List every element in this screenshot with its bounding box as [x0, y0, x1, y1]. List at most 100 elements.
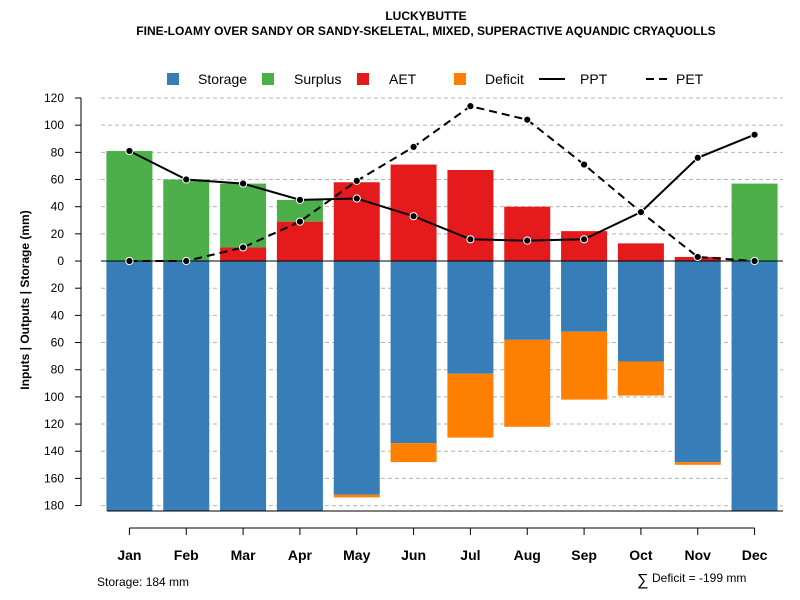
bar-deficit-jul — [447, 373, 494, 438]
y-tick-label: 160 — [44, 471, 64, 485]
ppt-point-dec — [750, 130, 759, 139]
pet-point-feb — [182, 256, 191, 266]
bar-deficit-may — [333, 494, 380, 498]
bar-aet-aug — [504, 206, 551, 262]
bar-storage-jun — [390, 261, 437, 444]
y-tick-label: 60 — [51, 336, 65, 350]
deficit-annotation: Deficit = -199 mm — [652, 571, 746, 585]
pet-point-jun — [409, 142, 418, 152]
ppt-point-mar — [238, 179, 248, 188]
x-tick-label-may: May — [343, 547, 370, 563]
x-tick-label-jun: Jun — [401, 547, 426, 563]
bar-storage-oct — [617, 261, 664, 362]
bar-surplus-mar — [220, 183, 267, 248]
y-tick-label: 40 — [51, 308, 65, 322]
legend-ppt-label: PPT — [580, 71, 608, 87]
ppt-point-aug — [523, 236, 532, 245]
legend-aet-label: AET — [389, 71, 417, 87]
pet-point-jan — [125, 256, 134, 266]
bar-surplus-dec — [731, 183, 778, 262]
x-tick-label-apr: Apr — [288, 547, 313, 563]
x-tick-label-oct: Oct — [629, 547, 653, 563]
ppt-point-sep — [579, 235, 589, 244]
bar-storage-feb — [163, 261, 210, 511]
bar-storage-aug — [504, 261, 551, 340]
bar-storage-dec — [731, 261, 778, 511]
bar-storage-mar — [220, 261, 267, 511]
bar-storage-sep — [561, 261, 608, 332]
y-tick-label: 140 — [44, 444, 64, 458]
legend: Storage Surplus AET Deficit PPT PET — [167, 71, 704, 87]
bar-deficit-jun — [390, 443, 437, 463]
pet-point-dec — [750, 256, 759, 266]
y-tick-label: 180 — [44, 499, 64, 513]
ppt-point-oct — [636, 208, 646, 217]
bar-surplus-apr — [276, 199, 323, 222]
y-tick-label: 100 — [44, 390, 64, 404]
y-tick-label: 20 — [51, 281, 65, 295]
x-tick-label-mar: Mar — [231, 547, 256, 563]
bar-deficit-oct — [617, 361, 664, 396]
legend-aet-swatch — [357, 73, 369, 85]
pet-point-nov — [693, 252, 702, 262]
bar-storage-jan — [106, 261, 153, 511]
x-tick-label-jul: Jul — [460, 547, 480, 563]
legend-surplus-label: Surplus — [294, 71, 341, 87]
bar-aet-jul — [447, 170, 494, 262]
bar-storage-apr — [276, 261, 323, 511]
legend-storage-swatch — [167, 73, 179, 85]
legend-deficit-label: Deficit — [485, 71, 524, 87]
ppt-point-nov — [693, 153, 702, 162]
x-tick-label-sep: Sep — [571, 547, 597, 563]
lines — [125, 102, 759, 266]
bar-deficit-aug — [504, 339, 551, 427]
legend-storage-label: Storage — [198, 71, 247, 87]
x-tick-label-dec: Dec — [742, 547, 768, 563]
chart-title: LUCKYBUTTE — [385, 9, 466, 23]
pet-point-apr — [295, 217, 305, 226]
bar-aet-apr — [276, 221, 323, 262]
x-tick-label-jan: Jan — [117, 547, 141, 563]
y-tick-label: 40 — [51, 200, 65, 214]
x-tick-label-aug: Aug — [514, 547, 541, 563]
y-tick-label: 0 — [57, 254, 64, 268]
pet-point-aug — [523, 115, 532, 124]
bar-aet-oct — [617, 243, 664, 262]
y-tick-label: 80 — [51, 363, 65, 377]
ppt-point-may — [352, 194, 361, 203]
y-tick-label: 60 — [51, 173, 65, 187]
y-tick-label: 120 — [44, 417, 64, 431]
storage-annotation: Storage: 184 mm — [97, 575, 189, 589]
bar-aet-may — [333, 182, 380, 262]
bars — [101, 150, 783, 512]
bar-surplus-feb — [163, 179, 210, 262]
pet-point-jul — [466, 102, 475, 111]
pet-line — [129, 105, 755, 263]
ppt-point-apr — [295, 195, 305, 204]
y-tick-label: 100 — [44, 118, 64, 132]
bar-surplus-jan — [106, 150, 153, 262]
y-tick-label: 80 — [51, 145, 65, 159]
bar-storage-may — [333, 261, 380, 495]
legend-deficit-swatch — [454, 73, 466, 85]
pet-point-sep — [579, 160, 589, 169]
legend-pet-label: PET — [676, 71, 704, 87]
axes: 120 100 80 60 40 20 0 20 40 60 80 100 120 140 160 180 Ja… — [44, 91, 768, 563]
y-axis-label: Inputs | Outputs | Storage (mm) — [18, 210, 32, 389]
bar-deficit-nov — [674, 462, 721, 465]
ppt-line — [128, 133, 755, 242]
x-tick-label-nov: Nov — [685, 547, 712, 563]
chart-subtitle: FINE-LOAMY OVER SANDY OR SANDY-SKELETAL,… — [136, 24, 715, 38]
deficit-sum-icon: ∑ — [637, 572, 648, 589]
ppt-point-jun — [409, 212, 418, 221]
ppt-point-feb — [182, 175, 191, 184]
y-tick-label: 20 — [51, 227, 65, 241]
y-tick-label: 120 — [44, 91, 64, 105]
x-tick-label-feb: Feb — [174, 547, 199, 563]
ppt-point-jan — [125, 146, 134, 156]
pet-point-may — [352, 176, 361, 185]
bar-aet-mar — [220, 247, 267, 262]
ppt-point-jul — [466, 235, 475, 244]
pet-point-mar — [238, 243, 248, 252]
